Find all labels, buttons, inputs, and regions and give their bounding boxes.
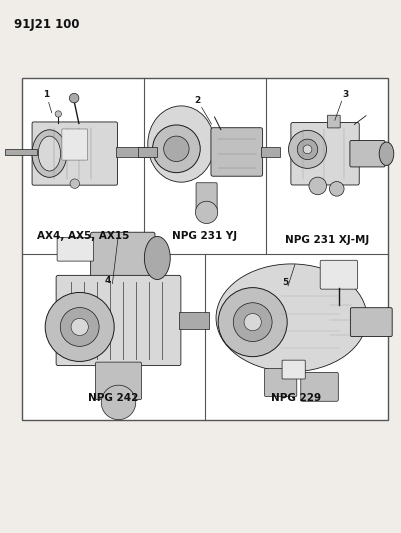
Text: 1: 1 [43, 91, 49, 100]
Text: 3: 3 [342, 90, 348, 99]
Text: NPG 231 YJ: NPG 231 YJ [172, 231, 237, 241]
FancyBboxPatch shape [62, 129, 88, 160]
Circle shape [45, 293, 114, 361]
FancyBboxPatch shape [56, 276, 181, 366]
FancyBboxPatch shape [350, 308, 392, 336]
Text: 5: 5 [282, 278, 288, 287]
Circle shape [330, 182, 344, 196]
FancyBboxPatch shape [196, 183, 217, 210]
Text: AX4, AX5, AX15: AX4, AX5, AX15 [37, 231, 129, 241]
Bar [5, 149, 37, 155]
Circle shape [55, 111, 61, 117]
FancyBboxPatch shape [291, 123, 359, 185]
Circle shape [303, 145, 312, 154]
Circle shape [164, 136, 189, 161]
Circle shape [218, 288, 287, 357]
Bar [261, 147, 279, 157]
FancyBboxPatch shape [32, 122, 117, 185]
FancyBboxPatch shape [282, 360, 305, 379]
FancyBboxPatch shape [328, 115, 340, 128]
Circle shape [60, 308, 99, 346]
FancyBboxPatch shape [211, 128, 263, 176]
Bar [22, 78, 388, 420]
Ellipse shape [38, 136, 61, 171]
Circle shape [288, 131, 326, 168]
Circle shape [152, 125, 200, 173]
Ellipse shape [379, 142, 394, 165]
Text: 2: 2 [194, 96, 200, 105]
Circle shape [233, 303, 272, 342]
Text: NPG 231 XJ-MJ: NPG 231 XJ-MJ [285, 236, 369, 245]
Circle shape [297, 139, 318, 159]
Circle shape [309, 177, 326, 195]
Bar [138, 147, 157, 157]
Ellipse shape [32, 130, 67, 177]
Text: 4: 4 [105, 276, 111, 285]
Text: NPG 242: NPG 242 [88, 393, 139, 403]
Circle shape [69, 93, 79, 103]
FancyBboxPatch shape [91, 232, 155, 284]
FancyBboxPatch shape [350, 141, 385, 167]
Ellipse shape [216, 264, 367, 372]
Circle shape [71, 318, 88, 336]
FancyBboxPatch shape [57, 238, 93, 261]
FancyBboxPatch shape [320, 260, 358, 289]
Ellipse shape [148, 106, 215, 182]
Circle shape [195, 201, 218, 223]
Text: 91J21 100: 91J21 100 [14, 18, 79, 31]
Circle shape [70, 179, 79, 189]
Text: NPG 229: NPG 229 [271, 393, 322, 403]
Bar [179, 312, 209, 329]
FancyBboxPatch shape [265, 369, 297, 397]
Circle shape [101, 385, 136, 419]
FancyBboxPatch shape [301, 373, 338, 401]
Ellipse shape [144, 236, 170, 279]
FancyBboxPatch shape [95, 362, 142, 400]
Circle shape [244, 313, 261, 331]
Bar [116, 147, 148, 157]
